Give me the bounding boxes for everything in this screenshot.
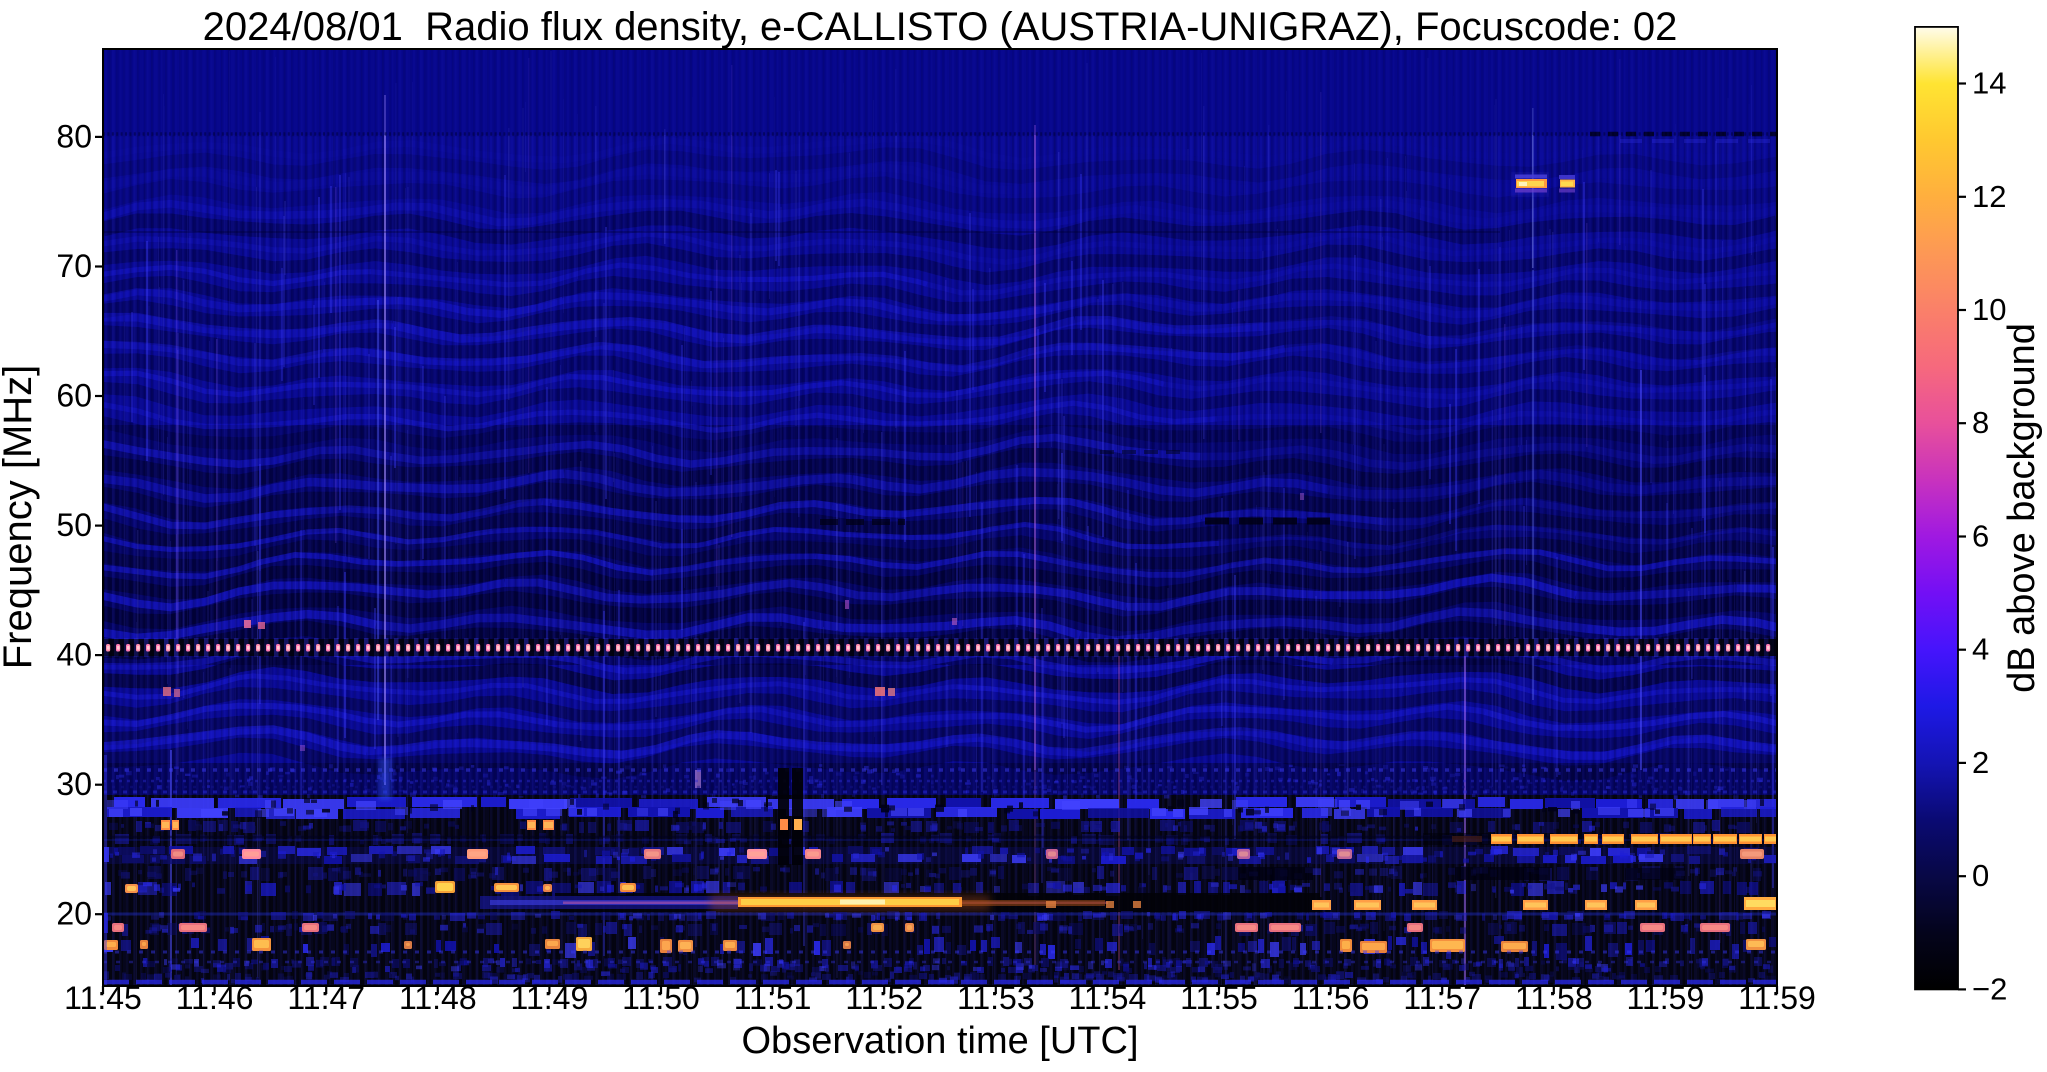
svg-text:2024/08/01 Radio flux density: 2024/08/01 Radio flux density, e-CALLIST… xyxy=(203,5,1678,49)
svg-text:4: 4 xyxy=(1972,632,1989,667)
svg-text:−2: −2 xyxy=(1972,971,2007,1006)
svg-text:11:51: 11:51 xyxy=(734,980,812,1016)
svg-text:10: 10 xyxy=(1972,292,2006,327)
svg-text:11:47: 11:47 xyxy=(287,980,365,1016)
svg-text:60: 60 xyxy=(56,378,92,414)
svg-text:8: 8 xyxy=(1972,405,1989,440)
svg-text:11:55: 11:55 xyxy=(1180,980,1258,1016)
svg-text:80: 80 xyxy=(56,118,92,154)
svg-text:11:58: 11:58 xyxy=(1515,980,1593,1016)
svg-text:70: 70 xyxy=(56,248,92,284)
svg-text:40: 40 xyxy=(56,637,92,673)
svg-text:14: 14 xyxy=(1972,66,2006,101)
svg-text:50: 50 xyxy=(56,507,92,543)
svg-text:11:52: 11:52 xyxy=(845,980,923,1016)
svg-text:11:46: 11:46 xyxy=(176,980,254,1016)
svg-text:11:48: 11:48 xyxy=(399,980,477,1016)
svg-text:11:57: 11:57 xyxy=(1403,980,1481,1016)
svg-text:11:49: 11:49 xyxy=(511,980,589,1016)
svg-text:30: 30 xyxy=(56,766,92,802)
svg-text:11:50: 11:50 xyxy=(622,980,700,1016)
svg-text:0: 0 xyxy=(1972,858,1989,893)
svg-text:Observation time [UTC]: Observation time [UTC] xyxy=(742,1020,1139,1062)
svg-text:11:59: 11:59 xyxy=(1738,980,1816,1016)
svg-text:11:56: 11:56 xyxy=(1292,980,1370,1016)
svg-text:12: 12 xyxy=(1972,179,2006,214)
svg-text:11:59: 11:59 xyxy=(1627,980,1705,1016)
svg-text:2: 2 xyxy=(1972,745,1989,780)
svg-text:6: 6 xyxy=(1972,519,1989,554)
svg-text:20: 20 xyxy=(56,896,92,932)
svg-text:dB above background: dB above background xyxy=(2001,323,2043,693)
svg-text:Frequency [MHz]: Frequency [MHz] xyxy=(0,365,40,670)
svg-text:11:45: 11:45 xyxy=(64,980,142,1016)
svg-text:11:53: 11:53 xyxy=(957,980,1035,1016)
svg-text:11:54: 11:54 xyxy=(1069,980,1147,1016)
